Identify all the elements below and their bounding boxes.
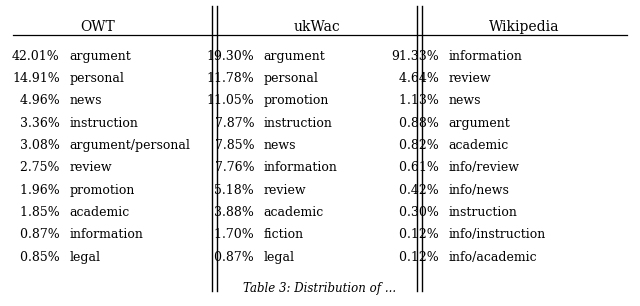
Text: information: information xyxy=(264,161,337,174)
Text: 0.42%: 0.42% xyxy=(396,184,439,196)
Text: 0.61%: 0.61% xyxy=(396,161,439,174)
Text: promotion: promotion xyxy=(264,94,329,107)
Text: fiction: fiction xyxy=(264,228,303,241)
Text: legal: legal xyxy=(69,251,100,263)
Text: 1.96%: 1.96% xyxy=(16,184,60,196)
Text: 4.96%: 4.96% xyxy=(16,94,60,107)
Text: info/news: info/news xyxy=(449,184,509,196)
Text: personal: personal xyxy=(264,72,319,85)
Text: argument: argument xyxy=(69,50,131,62)
Text: 2.75%: 2.75% xyxy=(16,161,60,174)
Text: info/review: info/review xyxy=(449,161,520,174)
Text: 0.12%: 0.12% xyxy=(396,228,439,241)
Text: ukWac: ukWac xyxy=(294,20,340,34)
Text: Table 3: Distribution of ...: Table 3: Distribution of ... xyxy=(243,282,397,296)
Text: OWT: OWT xyxy=(80,20,115,34)
Text: 91.33%: 91.33% xyxy=(392,50,439,62)
Text: argument: argument xyxy=(264,50,325,62)
Text: info/academic: info/academic xyxy=(449,251,537,263)
Text: 4.64%: 4.64% xyxy=(396,72,439,85)
Text: academic: academic xyxy=(264,206,324,219)
Text: 0.85%: 0.85% xyxy=(16,251,60,263)
Text: review: review xyxy=(264,184,306,196)
Text: instruction: instruction xyxy=(264,117,332,129)
Text: 0.12%: 0.12% xyxy=(396,251,439,263)
Text: 42.01%: 42.01% xyxy=(12,50,60,62)
Text: academic: academic xyxy=(449,139,509,152)
Text: 7.87%: 7.87% xyxy=(211,117,254,129)
Text: 0.30%: 0.30% xyxy=(396,206,439,219)
Text: 5.18%: 5.18% xyxy=(211,184,254,196)
Text: information: information xyxy=(449,50,522,62)
Text: info/instruction: info/instruction xyxy=(449,228,546,241)
Text: legal: legal xyxy=(264,251,294,263)
Text: information: information xyxy=(69,228,143,241)
Text: news: news xyxy=(264,139,296,152)
Text: news: news xyxy=(69,94,102,107)
Text: news: news xyxy=(449,94,481,107)
Text: 14.91%: 14.91% xyxy=(12,72,60,85)
Text: academic: academic xyxy=(69,206,129,219)
Text: personal: personal xyxy=(69,72,124,85)
Text: 1.13%: 1.13% xyxy=(396,94,439,107)
Text: 7.76%: 7.76% xyxy=(211,161,254,174)
Text: 7.85%: 7.85% xyxy=(211,139,254,152)
Text: 1.85%: 1.85% xyxy=(16,206,60,219)
Text: instruction: instruction xyxy=(449,206,518,219)
Text: 0.87%: 0.87% xyxy=(211,251,254,263)
Text: 0.82%: 0.82% xyxy=(396,139,439,152)
Text: promotion: promotion xyxy=(69,184,134,196)
Text: 3.88%: 3.88% xyxy=(211,206,254,219)
Text: 19.30%: 19.30% xyxy=(206,50,254,62)
Text: 0.87%: 0.87% xyxy=(16,228,60,241)
Text: review: review xyxy=(449,72,492,85)
Text: 1.70%: 1.70% xyxy=(211,228,254,241)
Text: 0.88%: 0.88% xyxy=(396,117,439,129)
Text: argument/personal: argument/personal xyxy=(69,139,190,152)
Text: 11.78%: 11.78% xyxy=(206,72,254,85)
Text: 3.36%: 3.36% xyxy=(16,117,60,129)
Text: instruction: instruction xyxy=(69,117,138,129)
Text: 3.08%: 3.08% xyxy=(16,139,60,152)
Text: argument: argument xyxy=(449,117,510,129)
Text: Wikipedia: Wikipedia xyxy=(488,20,559,34)
Text: 11.05%: 11.05% xyxy=(206,94,254,107)
Text: review: review xyxy=(69,161,112,174)
